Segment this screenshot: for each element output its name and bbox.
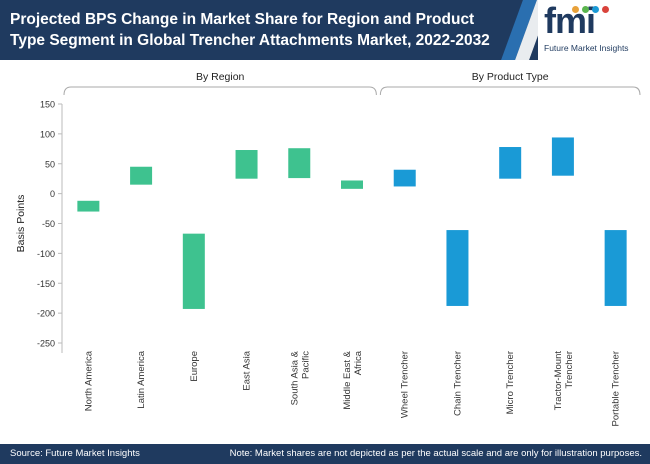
bar xyxy=(235,150,258,179)
y-axis-label: Basis Points xyxy=(15,195,27,253)
logo-dot-icon xyxy=(582,6,589,13)
bar xyxy=(551,137,574,176)
category-label-line: Europe xyxy=(189,351,200,382)
group-label: By Region xyxy=(196,71,245,83)
y-axis: 150 100 50 0 -50 -100 -150 -200 -250 Basis Points xyxy=(15,100,63,353)
category-label-line: Africa xyxy=(353,350,364,375)
logo-dot-icon xyxy=(602,6,609,13)
y-tick-label: -200 xyxy=(37,309,55,319)
category-label: Portable Trencher xyxy=(611,351,622,427)
y-tick-label: -250 xyxy=(37,339,55,349)
category-label: Chain Trencher xyxy=(452,351,463,416)
category-label-line: Chain Trencher xyxy=(452,351,463,416)
group-brackets: By Region By Product Type xyxy=(63,71,641,96)
category-label-line: Portable Trencher xyxy=(611,351,622,427)
category-label-line: Trencher xyxy=(564,351,575,389)
category-label: Tractor-MountTrencher xyxy=(553,351,575,411)
logo-dot-icon xyxy=(572,6,579,13)
bar xyxy=(604,230,627,306)
fmi-logo: fmi Future Market Insights xyxy=(538,0,650,60)
category-label: Europe xyxy=(189,351,200,382)
category-label-line: Latin America xyxy=(136,350,147,408)
source-text: Source: Future Market Insights xyxy=(10,448,140,459)
bar xyxy=(341,180,363,189)
category-label: Latin America xyxy=(136,350,147,408)
y-tick-label: -150 xyxy=(37,279,55,289)
group-bracket xyxy=(63,86,377,96)
group-label: By Product Type xyxy=(472,71,549,83)
bars xyxy=(77,137,627,309)
logo-subtitle: Future Market Insights xyxy=(544,43,629,53)
chart-title: Projected BPS Change in Market Share for… xyxy=(10,11,490,49)
bar xyxy=(130,166,153,185)
bar xyxy=(446,230,469,306)
bar xyxy=(393,169,416,187)
group-bracket xyxy=(379,86,641,96)
note-text: Note: Market shares are not depicted as … xyxy=(229,448,642,459)
footer-bar: Source: Future Market Insights Note: Mar… xyxy=(0,444,650,464)
y-tick-label: 50 xyxy=(45,159,55,169)
category-label: East Asia xyxy=(242,350,253,390)
bps-bar-chart: By Region By Product Type 150 100 50 0 -50 -10… xyxy=(15,71,641,427)
category-label-line: East Asia xyxy=(242,350,253,390)
category-label-line: South Asia & xyxy=(289,350,300,405)
category-label: Middle East &Africa xyxy=(342,350,364,409)
category-label-line: Pacific xyxy=(300,351,311,379)
logo-dot-icon xyxy=(592,6,599,13)
y-tick-label: 100 xyxy=(40,129,55,139)
bar xyxy=(182,233,205,309)
category-label-line: Micro Trencher xyxy=(505,351,516,414)
header-banner: Projected BPS Change in Market Share for… xyxy=(0,0,650,60)
bar xyxy=(288,148,311,179)
y-tick-label: -100 xyxy=(37,249,55,259)
y-tick-label: 0 xyxy=(50,189,55,199)
category-label: Micro Trencher xyxy=(505,351,516,414)
category-label-line: North America xyxy=(83,350,94,411)
y-tick-label: 150 xyxy=(40,100,55,110)
category-label-line: Middle East & xyxy=(342,350,353,409)
category-label: North America xyxy=(83,350,94,411)
category-label-line: Tractor-Mount xyxy=(553,351,564,411)
category-label-line: Wheel Trencher xyxy=(400,351,411,418)
bar xyxy=(77,200,100,212)
bar xyxy=(499,147,522,179)
y-tick-label: -50 xyxy=(42,219,55,229)
category-label: South Asia &Pacific xyxy=(289,350,311,405)
x-axis-labels: North America Latin America Europe East Asi… xyxy=(83,350,621,426)
category-label: Wheel Trencher xyxy=(400,351,411,418)
